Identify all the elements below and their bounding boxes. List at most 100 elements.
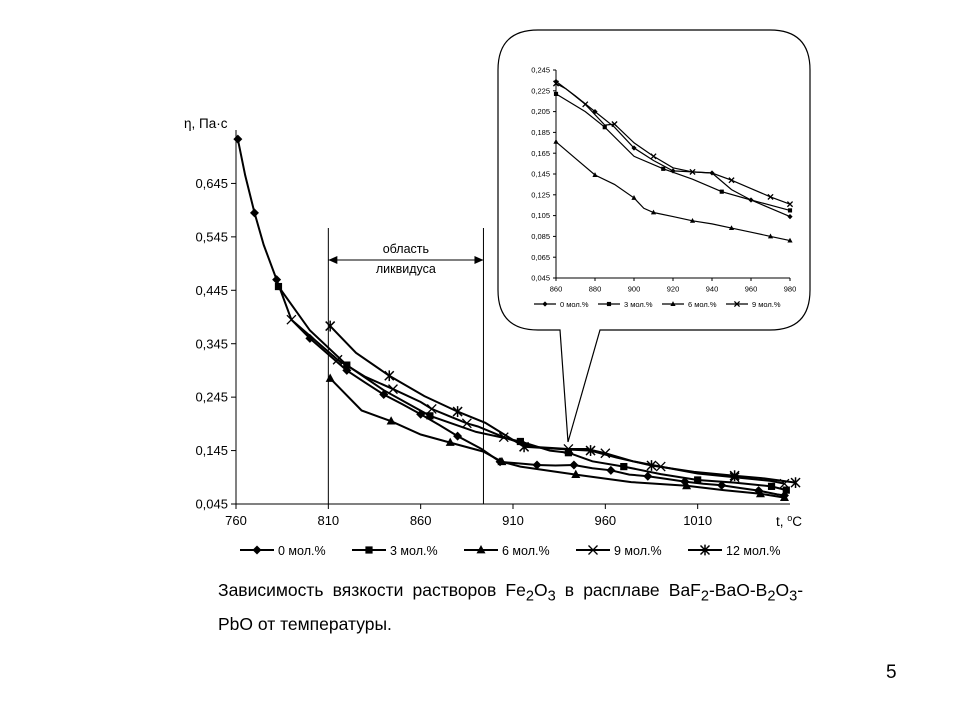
caption-text: -PbO от температуры. bbox=[218, 580, 804, 634]
data-point bbox=[461, 418, 472, 429]
legend-marker bbox=[588, 545, 598, 555]
arrowhead-right bbox=[474, 256, 484, 264]
data-point bbox=[661, 166, 666, 171]
legend-marker bbox=[606, 301, 612, 307]
data-point bbox=[719, 189, 724, 194]
x-axis-label: t, oC bbox=[776, 513, 802, 529]
legend-marker bbox=[252, 545, 262, 555]
arrowhead-left bbox=[328, 256, 338, 264]
x-tick-label: 860 bbox=[410, 513, 432, 528]
data-point bbox=[729, 470, 740, 482]
x-tick-label: 960 bbox=[745, 285, 758, 294]
data-point bbox=[643, 471, 653, 481]
y-tick-label: 0,105 bbox=[531, 211, 550, 220]
legend-label: 3 мол.% bbox=[624, 300, 653, 309]
x-tick-label: 900 bbox=[628, 285, 641, 294]
data-point bbox=[592, 172, 598, 177]
caption-subscript: 2 bbox=[700, 588, 709, 605]
data-point bbox=[286, 314, 297, 325]
x-tick-label: 1010 bbox=[683, 513, 712, 528]
data-point bbox=[585, 445, 596, 456]
data-point bbox=[755, 488, 765, 498]
caption-text: Зависимость вязкости растворов Fe bbox=[218, 580, 526, 600]
y-tick-label: 0,205 bbox=[531, 107, 550, 116]
data-point bbox=[631, 195, 637, 200]
legend-label: 0 мол.% bbox=[560, 300, 589, 309]
data-point bbox=[786, 201, 794, 208]
data-point bbox=[650, 209, 657, 215]
region-label: область bbox=[383, 242, 429, 256]
caption-subscript: 3 bbox=[789, 588, 798, 605]
inset-viscosity-chart: 0,045 0,065 0,085 0,105 0,125 0,145 0,165 0,185… bbox=[531, 66, 796, 309]
callout-bubble bbox=[497, 29, 811, 443]
data-point bbox=[497, 456, 507, 466]
y-tick-label: 0,645 bbox=[195, 176, 228, 191]
legend-label: 9 мол.% bbox=[614, 544, 662, 558]
data-point bbox=[384, 370, 395, 382]
data-point bbox=[782, 486, 790, 494]
series-line bbox=[555, 141, 791, 242]
y-tick-label: 0,225 bbox=[531, 86, 550, 95]
series-triangle bbox=[553, 138, 793, 243]
series-square bbox=[553, 91, 793, 213]
x-tick-label: 920 bbox=[667, 285, 680, 294]
data-point bbox=[325, 320, 336, 332]
legend-marker bbox=[476, 545, 486, 554]
legend-label: 6 мол.% bbox=[502, 544, 550, 558]
x-tick-label: 810 bbox=[317, 513, 339, 528]
y-tick-label: 0,125 bbox=[531, 190, 550, 199]
series-line bbox=[329, 377, 785, 499]
data-point bbox=[767, 233, 774, 239]
page-number: 5 bbox=[886, 662, 897, 683]
data-point bbox=[426, 403, 437, 414]
data-point bbox=[728, 225, 735, 231]
data-point bbox=[620, 463, 628, 471]
series-line bbox=[329, 325, 796, 484]
legend-marker bbox=[733, 300, 741, 308]
legend: 0 мол.% 3 мол.% 6 мол.% 9 мол.% 12 мол.% bbox=[240, 544, 781, 558]
data-point bbox=[386, 416, 396, 425]
data-point bbox=[646, 460, 657, 471]
x-tick-label: 760 bbox=[225, 513, 247, 528]
x-tick-label: 980 bbox=[784, 285, 797, 294]
data-point bbox=[388, 384, 398, 395]
y-tick-label: 0,345 bbox=[195, 336, 228, 351]
y-tick-label: 0,045 bbox=[531, 274, 550, 283]
caption-text: O bbox=[533, 580, 548, 600]
data-point bbox=[453, 431, 463, 441]
data-point bbox=[787, 208, 793, 213]
x-tick-label: 940 bbox=[706, 285, 719, 294]
data-point bbox=[728, 177, 735, 184]
data-point bbox=[606, 465, 616, 475]
data-point bbox=[498, 432, 509, 443]
data-point bbox=[790, 477, 801, 489]
data-point bbox=[767, 193, 774, 200]
data-point bbox=[682, 480, 692, 490]
legend-label: 3 мол.% bbox=[390, 544, 438, 558]
data-point bbox=[779, 492, 789, 501]
data-point bbox=[553, 138, 559, 144]
x-tick-label: 910 bbox=[502, 513, 524, 528]
region-label: ликвидуса bbox=[376, 262, 436, 276]
legend-label: 0 мол.% bbox=[278, 544, 326, 558]
data-point bbox=[325, 373, 335, 382]
series-line bbox=[290, 318, 785, 485]
data-point bbox=[787, 237, 793, 243]
data-point bbox=[611, 121, 618, 128]
data-point bbox=[249, 208, 259, 218]
legend-label: 6 мол.% bbox=[688, 300, 717, 309]
data-point bbox=[305, 333, 315, 343]
y-tick-label: 0,185 bbox=[531, 128, 550, 137]
data-point bbox=[717, 480, 727, 490]
y-axis-label: η, Па·с bbox=[184, 116, 228, 131]
data-point bbox=[552, 80, 560, 87]
data-point bbox=[569, 460, 579, 470]
data-point bbox=[233, 134, 243, 144]
caption-subscript: 2 bbox=[767, 588, 776, 605]
data-point bbox=[445, 437, 455, 446]
data-point bbox=[553, 91, 559, 96]
data-point bbox=[332, 354, 343, 365]
data-point bbox=[602, 125, 607, 130]
data-point bbox=[452, 406, 463, 417]
